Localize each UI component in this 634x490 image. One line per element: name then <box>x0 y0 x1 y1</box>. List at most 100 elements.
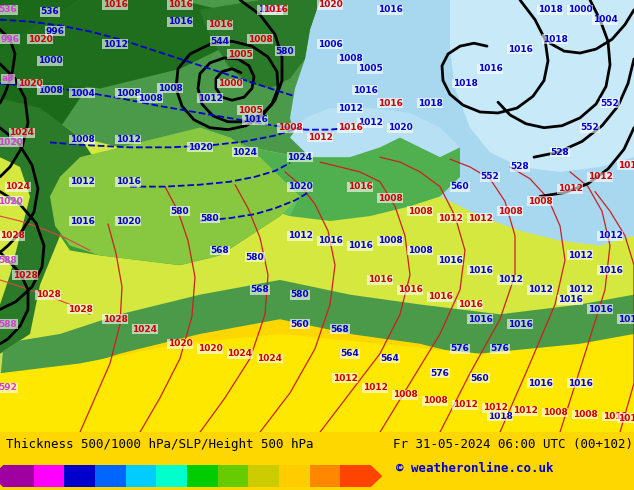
Text: 1020: 1020 <box>28 35 53 44</box>
Text: 1000: 1000 <box>217 79 242 88</box>
Text: 1020: 1020 <box>167 339 192 348</box>
Text: 1020: 1020 <box>18 79 42 88</box>
Text: 1016: 1016 <box>467 266 493 274</box>
Text: 1016: 1016 <box>70 217 94 225</box>
Text: 1012: 1012 <box>453 400 477 409</box>
Text: 1028: 1028 <box>68 305 93 314</box>
Text: 1000: 1000 <box>37 56 62 65</box>
Text: 1016: 1016 <box>427 292 453 301</box>
Text: 1018: 1018 <box>488 412 512 421</box>
Text: 1016: 1016 <box>588 305 612 314</box>
Text: 1008: 1008 <box>138 94 162 103</box>
Polygon shape <box>50 128 300 265</box>
Text: 1008: 1008 <box>158 84 183 93</box>
Text: 1016: 1016 <box>557 295 583 304</box>
Text: Fr 31-05-2024 06:00 UTC (00+102): Fr 31-05-2024 06:00 UTC (00+102) <box>393 438 633 451</box>
Polygon shape <box>0 98 100 354</box>
Text: 592: 592 <box>0 384 18 392</box>
Text: 576: 576 <box>491 344 510 353</box>
Text: 576: 576 <box>430 369 450 378</box>
Text: 1024: 1024 <box>6 182 30 191</box>
Text: 1016: 1016 <box>207 20 233 29</box>
Text: 1008: 1008 <box>378 236 403 245</box>
Text: 536: 536 <box>41 7 60 16</box>
Text: 560: 560 <box>470 374 489 383</box>
Text: 1008: 1008 <box>115 89 140 98</box>
Text: 1004: 1004 <box>593 15 618 24</box>
Polygon shape <box>60 128 300 265</box>
Text: 1005: 1005 <box>228 49 252 58</box>
Text: 1016: 1016 <box>103 0 127 9</box>
Text: 580: 580 <box>171 207 190 216</box>
Text: 1020: 1020 <box>0 138 22 147</box>
Text: 1012: 1012 <box>527 285 552 294</box>
Text: 544: 544 <box>210 37 230 46</box>
Text: 1008: 1008 <box>37 86 62 95</box>
Bar <box>157 465 187 487</box>
Text: 1008: 1008 <box>408 246 432 255</box>
Polygon shape <box>200 0 320 88</box>
Text: 1018: 1018 <box>418 98 443 108</box>
Bar <box>309 465 340 487</box>
Bar <box>249 465 279 487</box>
Text: 1016: 1016 <box>567 379 592 388</box>
Text: 1012: 1012 <box>358 118 382 127</box>
Text: 1012: 1012 <box>512 406 538 415</box>
Text: 1020: 1020 <box>188 143 212 152</box>
Text: 1012: 1012 <box>115 135 141 144</box>
Text: 1008: 1008 <box>70 135 94 144</box>
Text: 528: 528 <box>510 163 529 172</box>
Text: 1024: 1024 <box>233 148 257 157</box>
Text: 1016: 1016 <box>458 300 482 309</box>
Text: 588: 588 <box>0 319 17 329</box>
Text: 1012: 1012 <box>307 133 332 142</box>
Text: 1016: 1016 <box>508 319 533 329</box>
Text: 1012: 1012 <box>498 275 522 284</box>
Text: 580: 580 <box>246 253 264 262</box>
Text: 1008: 1008 <box>423 396 448 405</box>
Text: 996: 996 <box>46 27 65 36</box>
Text: 1018: 1018 <box>538 5 562 14</box>
Text: 1020: 1020 <box>318 0 342 9</box>
Text: 580: 580 <box>201 214 219 222</box>
Text: 1016: 1016 <box>243 115 268 124</box>
Text: 1016: 1016 <box>477 64 502 74</box>
Text: 560: 560 <box>290 319 309 329</box>
Text: 1016: 1016 <box>398 285 422 294</box>
Text: 1020: 1020 <box>0 197 22 206</box>
Bar <box>34 465 65 487</box>
Text: 1012: 1012 <box>103 40 127 49</box>
Bar <box>126 465 157 487</box>
Text: 1016: 1016 <box>115 177 141 186</box>
Text: 568: 568 <box>210 246 230 255</box>
Text: 1016: 1016 <box>347 182 372 191</box>
Text: 1016: 1016 <box>353 86 377 95</box>
Bar <box>95 465 126 487</box>
Text: 1008: 1008 <box>408 207 432 216</box>
Text: 528: 528 <box>550 148 569 157</box>
Text: 1008: 1008 <box>338 54 363 63</box>
Text: 1016: 1016 <box>618 414 634 423</box>
Text: 1008: 1008 <box>527 197 552 206</box>
Text: 1016: 1016 <box>167 0 193 9</box>
Text: 1024: 1024 <box>10 128 34 137</box>
Text: 1016: 1016 <box>508 45 533 53</box>
FancyArrow shape <box>0 465 3 487</box>
Polygon shape <box>0 334 634 432</box>
Text: 1016: 1016 <box>368 275 392 284</box>
Polygon shape <box>0 157 30 432</box>
Text: 1020: 1020 <box>387 123 412 132</box>
Text: 1028: 1028 <box>13 270 37 279</box>
Text: 1012: 1012 <box>333 374 358 383</box>
Polygon shape <box>200 128 300 216</box>
Text: 1012: 1012 <box>588 172 612 181</box>
Text: 1008: 1008 <box>573 410 597 419</box>
Polygon shape <box>290 0 634 245</box>
Text: 1016: 1016 <box>257 5 282 14</box>
Text: 1012: 1012 <box>602 412 628 421</box>
Text: 580: 580 <box>290 290 309 299</box>
Text: 1012: 1012 <box>363 384 387 392</box>
Text: 996: 996 <box>1 35 20 44</box>
Text: 568: 568 <box>250 285 269 294</box>
Text: 552: 552 <box>600 98 619 108</box>
